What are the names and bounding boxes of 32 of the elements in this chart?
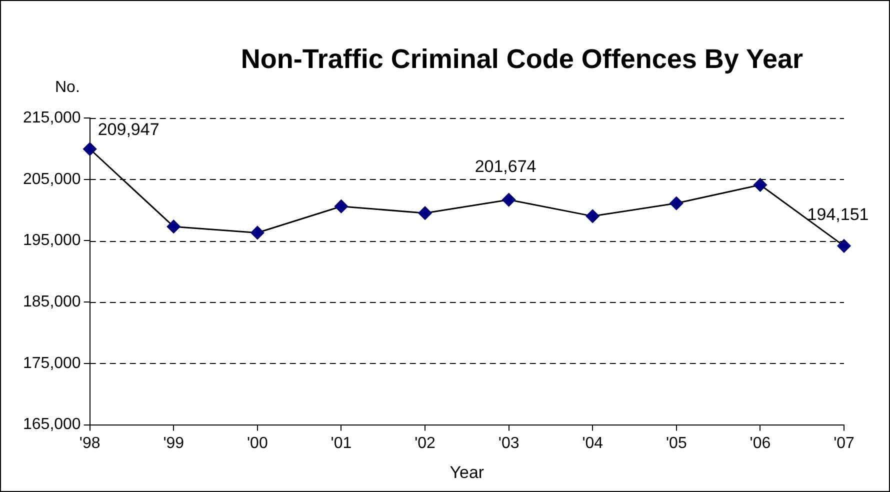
y-tick-label: 205,000 (22, 170, 81, 188)
point (586, 209, 600, 223)
x-tick-label: '03 (498, 434, 520, 452)
point (837, 239, 851, 253)
point (250, 226, 264, 240)
x-tick-label: '04 (582, 434, 604, 452)
chart-title: Non-Traffic Criminal Code Offences By Year (240, 44, 804, 74)
point (502, 193, 516, 207)
data-label: 194,151 (807, 204, 869, 224)
x-tick-label: '01 (330, 434, 352, 452)
point (418, 206, 432, 220)
point (166, 220, 180, 234)
point (334, 200, 348, 214)
point (83, 142, 97, 156)
x-tick-label: '98 (79, 434, 100, 452)
point (753, 178, 767, 192)
y-tick-label: 215,000 (22, 109, 81, 126)
x-tick-label: '05 (666, 434, 687, 452)
x-tick-label: '07 (834, 434, 855, 452)
x-tick-label: '99 (163, 434, 184, 452)
y-tick-label: 175,000 (22, 354, 81, 372)
y-tick-label: 165,000 (22, 416, 81, 434)
data-label: 209,947 (98, 120, 160, 140)
y-tick-label: 185,000 (22, 293, 81, 310)
x-tick-label: '00 (247, 434, 268, 452)
data-label: 201,674 (474, 156, 536, 176)
x-tick-label: '02 (414, 434, 436, 452)
y-axis-title: No. (55, 79, 80, 96)
y-tick-label: 195,000 (22, 232, 81, 250)
x-tick-label: '06 (750, 434, 771, 452)
point (670, 196, 684, 210)
x-axis-title: Year (450, 463, 484, 482)
